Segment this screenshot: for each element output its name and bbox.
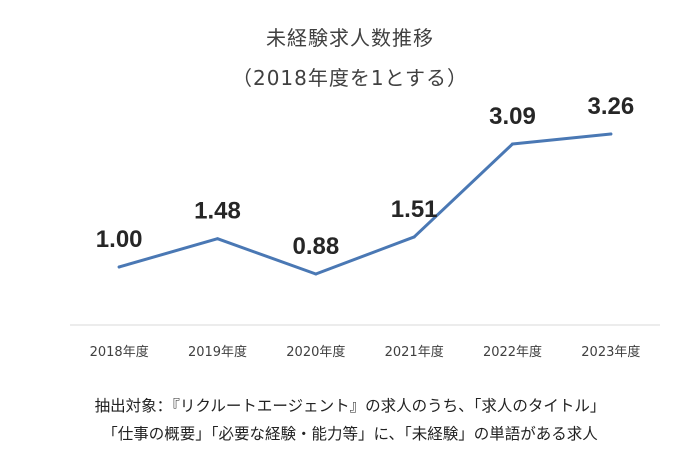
data-label: 0.88	[292, 233, 339, 260]
data-label: 1.48	[194, 198, 241, 225]
data-point	[412, 235, 416, 239]
data-point	[609, 132, 613, 136]
x-tick-label: 2022年度	[483, 344, 542, 360]
data-label: 3.09	[489, 103, 536, 130]
chart-area: 未経験求人数推移 （2018年度を1とする） 2018年度 2019年度 2020年…	[70, 26, 660, 360]
chart-subtitle: （2018年度を1とする）	[231, 66, 469, 90]
data-point	[216, 237, 219, 241]
x-tick-label: 2018年度	[90, 344, 149, 360]
x-tick-label: 2023年度	[581, 344, 640, 360]
x-tick-label: 2021年度	[385, 344, 444, 360]
data-label: 3.26	[587, 93, 634, 120]
data-label: 1.51	[391, 196, 438, 223]
data-point	[314, 272, 318, 276]
data-point	[117, 265, 121, 269]
note-line-2: 「仕事の概要」「必要な経験・能力等」に、「未経験」の単語がある求人	[102, 425, 598, 443]
x-tick-label: 2020年度	[286, 344, 345, 360]
note-line-1: 抽出対象：『リクルートエージェント』の求人のうち、「求人のタイトル」	[94, 397, 606, 415]
series-line	[117, 132, 613, 276]
chart-title: 未経験求人数推移	[266, 26, 434, 50]
data-point	[511, 142, 514, 146]
line-chart: 2018年度 2019年度 2020年度 2021年度 2022年度 2023年度 1.00…	[70, 93, 660, 360]
x-tick-label: 2019年度	[188, 344, 247, 360]
data-label: 1.00	[96, 226, 143, 253]
